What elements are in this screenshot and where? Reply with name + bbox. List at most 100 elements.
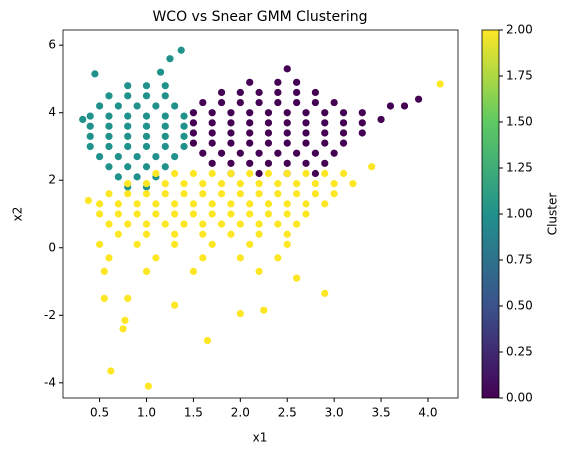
- point: [152, 254, 160, 262]
- point: [142, 92, 151, 100]
- point: [236, 88, 244, 97]
- point: [246, 169, 254, 178]
- point: [114, 173, 122, 181]
- point: [321, 289, 329, 297]
- point: [180, 190, 188, 198]
- point: [436, 80, 444, 88]
- x-tick-label: 3.0: [325, 406, 344, 420]
- point: [114, 200, 122, 208]
- point: [171, 153, 179, 161]
- point: [161, 180, 169, 188]
- point: [133, 173, 141, 181]
- point: [293, 180, 301, 188]
- point: [199, 180, 207, 188]
- point: [236, 309, 244, 318]
- point: [152, 153, 160, 161]
- point: [180, 220, 188, 228]
- point: [283, 159, 291, 167]
- point: [84, 196, 92, 205]
- point: [236, 190, 244, 198]
- point: [311, 169, 319, 178]
- point: [302, 129, 310, 137]
- point: [321, 139, 329, 147]
- point: [114, 210, 122, 218]
- point: [208, 129, 216, 137]
- point: [227, 129, 235, 137]
- point: [236, 98, 244, 107]
- colorbar-label: Cluster: [546, 193, 560, 236]
- y-axis-label: x2: [11, 207, 25, 222]
- point: [264, 139, 273, 147]
- point: [124, 132, 132, 140]
- point: [124, 190, 132, 198]
- point: [95, 200, 104, 208]
- point: [95, 102, 104, 110]
- point: [274, 254, 282, 262]
- point: [321, 169, 329, 178]
- point: [293, 78, 301, 86]
- point: [180, 132, 188, 140]
- point: [330, 98, 338, 107]
- point: [142, 82, 151, 90]
- point: [302, 210, 310, 218]
- point: [283, 129, 291, 137]
- point: [255, 149, 263, 157]
- point: [203, 337, 212, 345]
- point: [293, 220, 301, 228]
- point: [264, 159, 273, 167]
- colorbar-tick-label: 1.75: [506, 69, 533, 83]
- point: [133, 240, 141, 248]
- point: [144, 382, 152, 390]
- point: [133, 102, 141, 110]
- point: [171, 210, 179, 218]
- point: [105, 112, 113, 120]
- point: [142, 122, 151, 130]
- point: [79, 115, 87, 124]
- point: [124, 122, 132, 130]
- y-tick-label: 0: [48, 240, 56, 254]
- point: [161, 220, 169, 228]
- point: [377, 115, 385, 124]
- point: [199, 230, 207, 238]
- point: [311, 149, 319, 157]
- point: [133, 200, 141, 208]
- point: [274, 78, 282, 86]
- point: [246, 119, 254, 127]
- point: [105, 254, 113, 262]
- point: [255, 98, 263, 107]
- point: [114, 102, 122, 110]
- point: [255, 190, 263, 198]
- point: [161, 122, 169, 130]
- point: [246, 240, 254, 248]
- point: [124, 180, 132, 188]
- point: [255, 180, 263, 188]
- point: [302, 169, 310, 178]
- point: [171, 230, 179, 238]
- point: [255, 220, 263, 228]
- point: [133, 210, 141, 218]
- y-tick-label: 4: [48, 105, 56, 119]
- point: [283, 65, 291, 73]
- point: [208, 159, 216, 167]
- point: [217, 220, 226, 228]
- point: [107, 367, 115, 375]
- point: [142, 190, 151, 198]
- point: [189, 119, 198, 127]
- point: [358, 129, 366, 137]
- point: [105, 163, 113, 171]
- point: [124, 163, 132, 171]
- point: [208, 139, 216, 147]
- point: [311, 88, 319, 97]
- point: [142, 220, 151, 228]
- x-tick-label: 1.5: [184, 406, 203, 420]
- point: [199, 98, 207, 107]
- point: [142, 180, 151, 188]
- point: [95, 210, 104, 218]
- point: [246, 129, 254, 137]
- point: [368, 163, 376, 171]
- x-tick-label: 2.5: [278, 406, 297, 420]
- point: [199, 190, 207, 198]
- point: [161, 142, 169, 151]
- point: [189, 169, 198, 178]
